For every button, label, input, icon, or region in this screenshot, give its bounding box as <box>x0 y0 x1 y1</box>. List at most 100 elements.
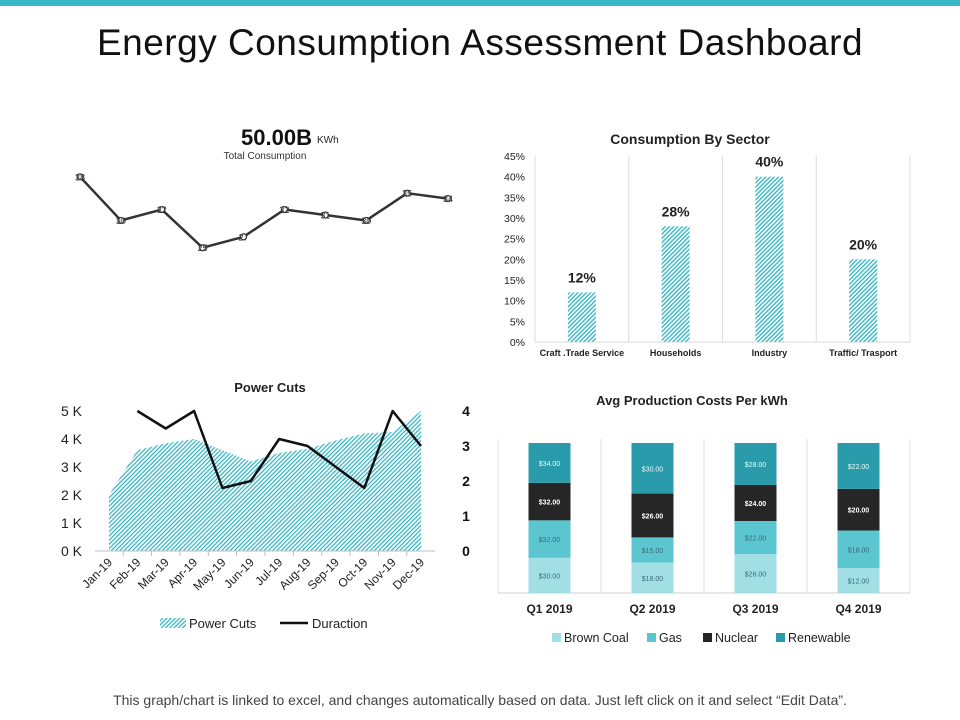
power-cuts-left-tick: 0 K <box>61 543 83 559</box>
power-cuts-month-label: Jun-19 <box>221 555 257 591</box>
sector-bar <box>755 176 784 342</box>
consumption-data-label: 32 <box>279 205 289 215</box>
consumption-point <box>403 189 411 197</box>
power-cuts-area <box>109 411 421 551</box>
sector-value-label: 12% <box>568 269 597 285</box>
consumption-point <box>117 216 125 225</box>
costs-segment-label: $15.00 <box>642 548 664 555</box>
power-cuts-chart: Power Cuts 0 K1 K2 K3 K4 K5 K01234Jan-19… <box>61 380 470 631</box>
sector-category-label: Traffic/ Trasport <box>829 348 897 358</box>
power-cuts-right-tick: 4 <box>462 403 470 419</box>
costs-segment <box>837 443 880 489</box>
consumption-data-label: 34 <box>443 194 453 204</box>
power-cuts-legend-label: Power Cuts <box>189 616 257 631</box>
costs-segment <box>528 482 571 521</box>
consumption-data-label: 38 <box>75 172 85 182</box>
costs-legend-label: Brown Coal <box>564 631 629 645</box>
costs-segment-label: $32.00 <box>539 500 561 507</box>
power-cuts-month-label: Sep-19 <box>305 555 342 592</box>
consumption-point <box>280 205 289 214</box>
sector-category-label: Industry <box>752 348 788 358</box>
consumption-point <box>321 211 329 219</box>
costs-legend-label: Renewable <box>788 631 851 645</box>
costs-segment <box>631 562 674 593</box>
avg-production-costs-chart: Avg Production Costs Per kWh $30.00 $32.0… <box>497 393 911 645</box>
consumption-data-label: 30 <box>361 216 371 226</box>
power-cuts-left-tick: 2 K <box>61 487 83 503</box>
sector-y-tick: 35% <box>504 192 525 204</box>
power-cuts-right-tick: 2 <box>462 473 470 489</box>
costs-segment <box>837 530 880 568</box>
costs-segment <box>837 488 880 531</box>
sector-bar <box>661 226 690 342</box>
costs-segment <box>528 520 571 558</box>
costs-segment-label: $22.00 <box>848 464 870 471</box>
consumption-point <box>239 233 248 241</box>
sector-y-tick: 45% <box>504 151 525 163</box>
costs-segment-label: $26.00 <box>642 513 664 520</box>
costs-quarter-label: Q2 2019 <box>629 602 675 616</box>
consumption-by-sector-chart: Consumption By Sector 0% 5% 10% 15% 20% 25% 30… <box>504 131 911 358</box>
costs-legend-swatch <box>703 633 712 642</box>
costs-segment <box>734 485 777 521</box>
sector-category-label: Households <box>650 348 702 358</box>
sector-bar <box>567 292 596 342</box>
power-cuts-left-tick: 1 K <box>61 515 83 531</box>
page-title: Energy Consumption Assessment Dashboard <box>96 22 864 63</box>
power-cuts-month-label: May-19 <box>190 555 228 593</box>
consumption-data-label: 27 <box>239 232 249 242</box>
costs-segment-label: $30.00 <box>642 466 664 473</box>
costs-segment-label: $28.00 <box>745 462 767 469</box>
power-cuts-left-tick: 3 K <box>61 459 83 475</box>
costs-segment <box>734 443 777 485</box>
sector-value-label: 40% <box>755 154 784 170</box>
costs-segment-label: $18.00 <box>642 576 664 583</box>
costs-quarter-label: Q3 2019 <box>732 602 778 616</box>
costs-legend-swatch <box>552 633 561 642</box>
top-accent-bar <box>0 0 960 6</box>
footer-note: This graph/chart is linked to excel, and… <box>113 692 847 708</box>
consumption-point <box>76 173 84 181</box>
power-cuts-right-tick: 0 <box>462 543 470 559</box>
costs-segment <box>837 568 880 593</box>
sector-value-label: 20% <box>849 236 878 252</box>
power-cuts-left-tick: 5 K <box>61 403 83 419</box>
costs-legend-label: Gas <box>659 631 682 645</box>
consumption-point <box>158 205 166 214</box>
duration-series-line <box>136 409 422 490</box>
costs-segment <box>631 537 674 563</box>
sector-chart-title: Consumption By Sector <box>610 131 770 147</box>
costs-segment <box>631 493 674 538</box>
costs-segment <box>734 554 777 593</box>
costs-segment-label: $34.00 <box>539 461 561 468</box>
sector-y-tick: 40% <box>504 172 525 184</box>
costs-segment-label: $18.00 <box>848 547 870 554</box>
costs-segment-label: $12.00 <box>848 579 870 586</box>
costs-legend-swatch <box>647 633 656 642</box>
costs-segment-label: $22.00 <box>745 536 767 543</box>
consumption-series-line <box>79 175 449 249</box>
costs-segment <box>528 443 571 483</box>
costs-segment <box>631 443 674 494</box>
consumption-data-label: 31 <box>320 211 330 221</box>
costs-legend-swatch <box>776 633 785 642</box>
costs-segment-label: $20.00 <box>848 508 870 515</box>
costs-quarter-label: Q4 2019 <box>835 602 881 616</box>
consumption-point <box>362 216 370 225</box>
consumption-data-label: 30 <box>116 216 126 226</box>
costs-segment-label: $30.00 <box>539 573 561 580</box>
power-cuts-title: Power Cuts <box>234 380 306 395</box>
power-cuts-right-tick: 3 <box>462 438 470 454</box>
costs-segment-label: $32.00 <box>539 537 561 544</box>
power-cuts-right-tick: 1 <box>462 508 470 524</box>
power-cuts-month-label: Mar-19 <box>135 555 172 592</box>
costs-legend-label: Nuclear <box>715 631 758 645</box>
sector-y-tick: 20% <box>504 254 525 266</box>
sector-y-tick: 15% <box>504 275 525 287</box>
costs-quarter-label: Q1 2019 <box>526 602 572 616</box>
sector-value-label: 28% <box>662 203 691 219</box>
sector-y-tick: 10% <box>504 296 525 308</box>
costs-segment <box>734 521 777 554</box>
total-consumption-label: Total Consumption <box>224 151 307 162</box>
consumption-data-label: 25 <box>198 243 208 253</box>
